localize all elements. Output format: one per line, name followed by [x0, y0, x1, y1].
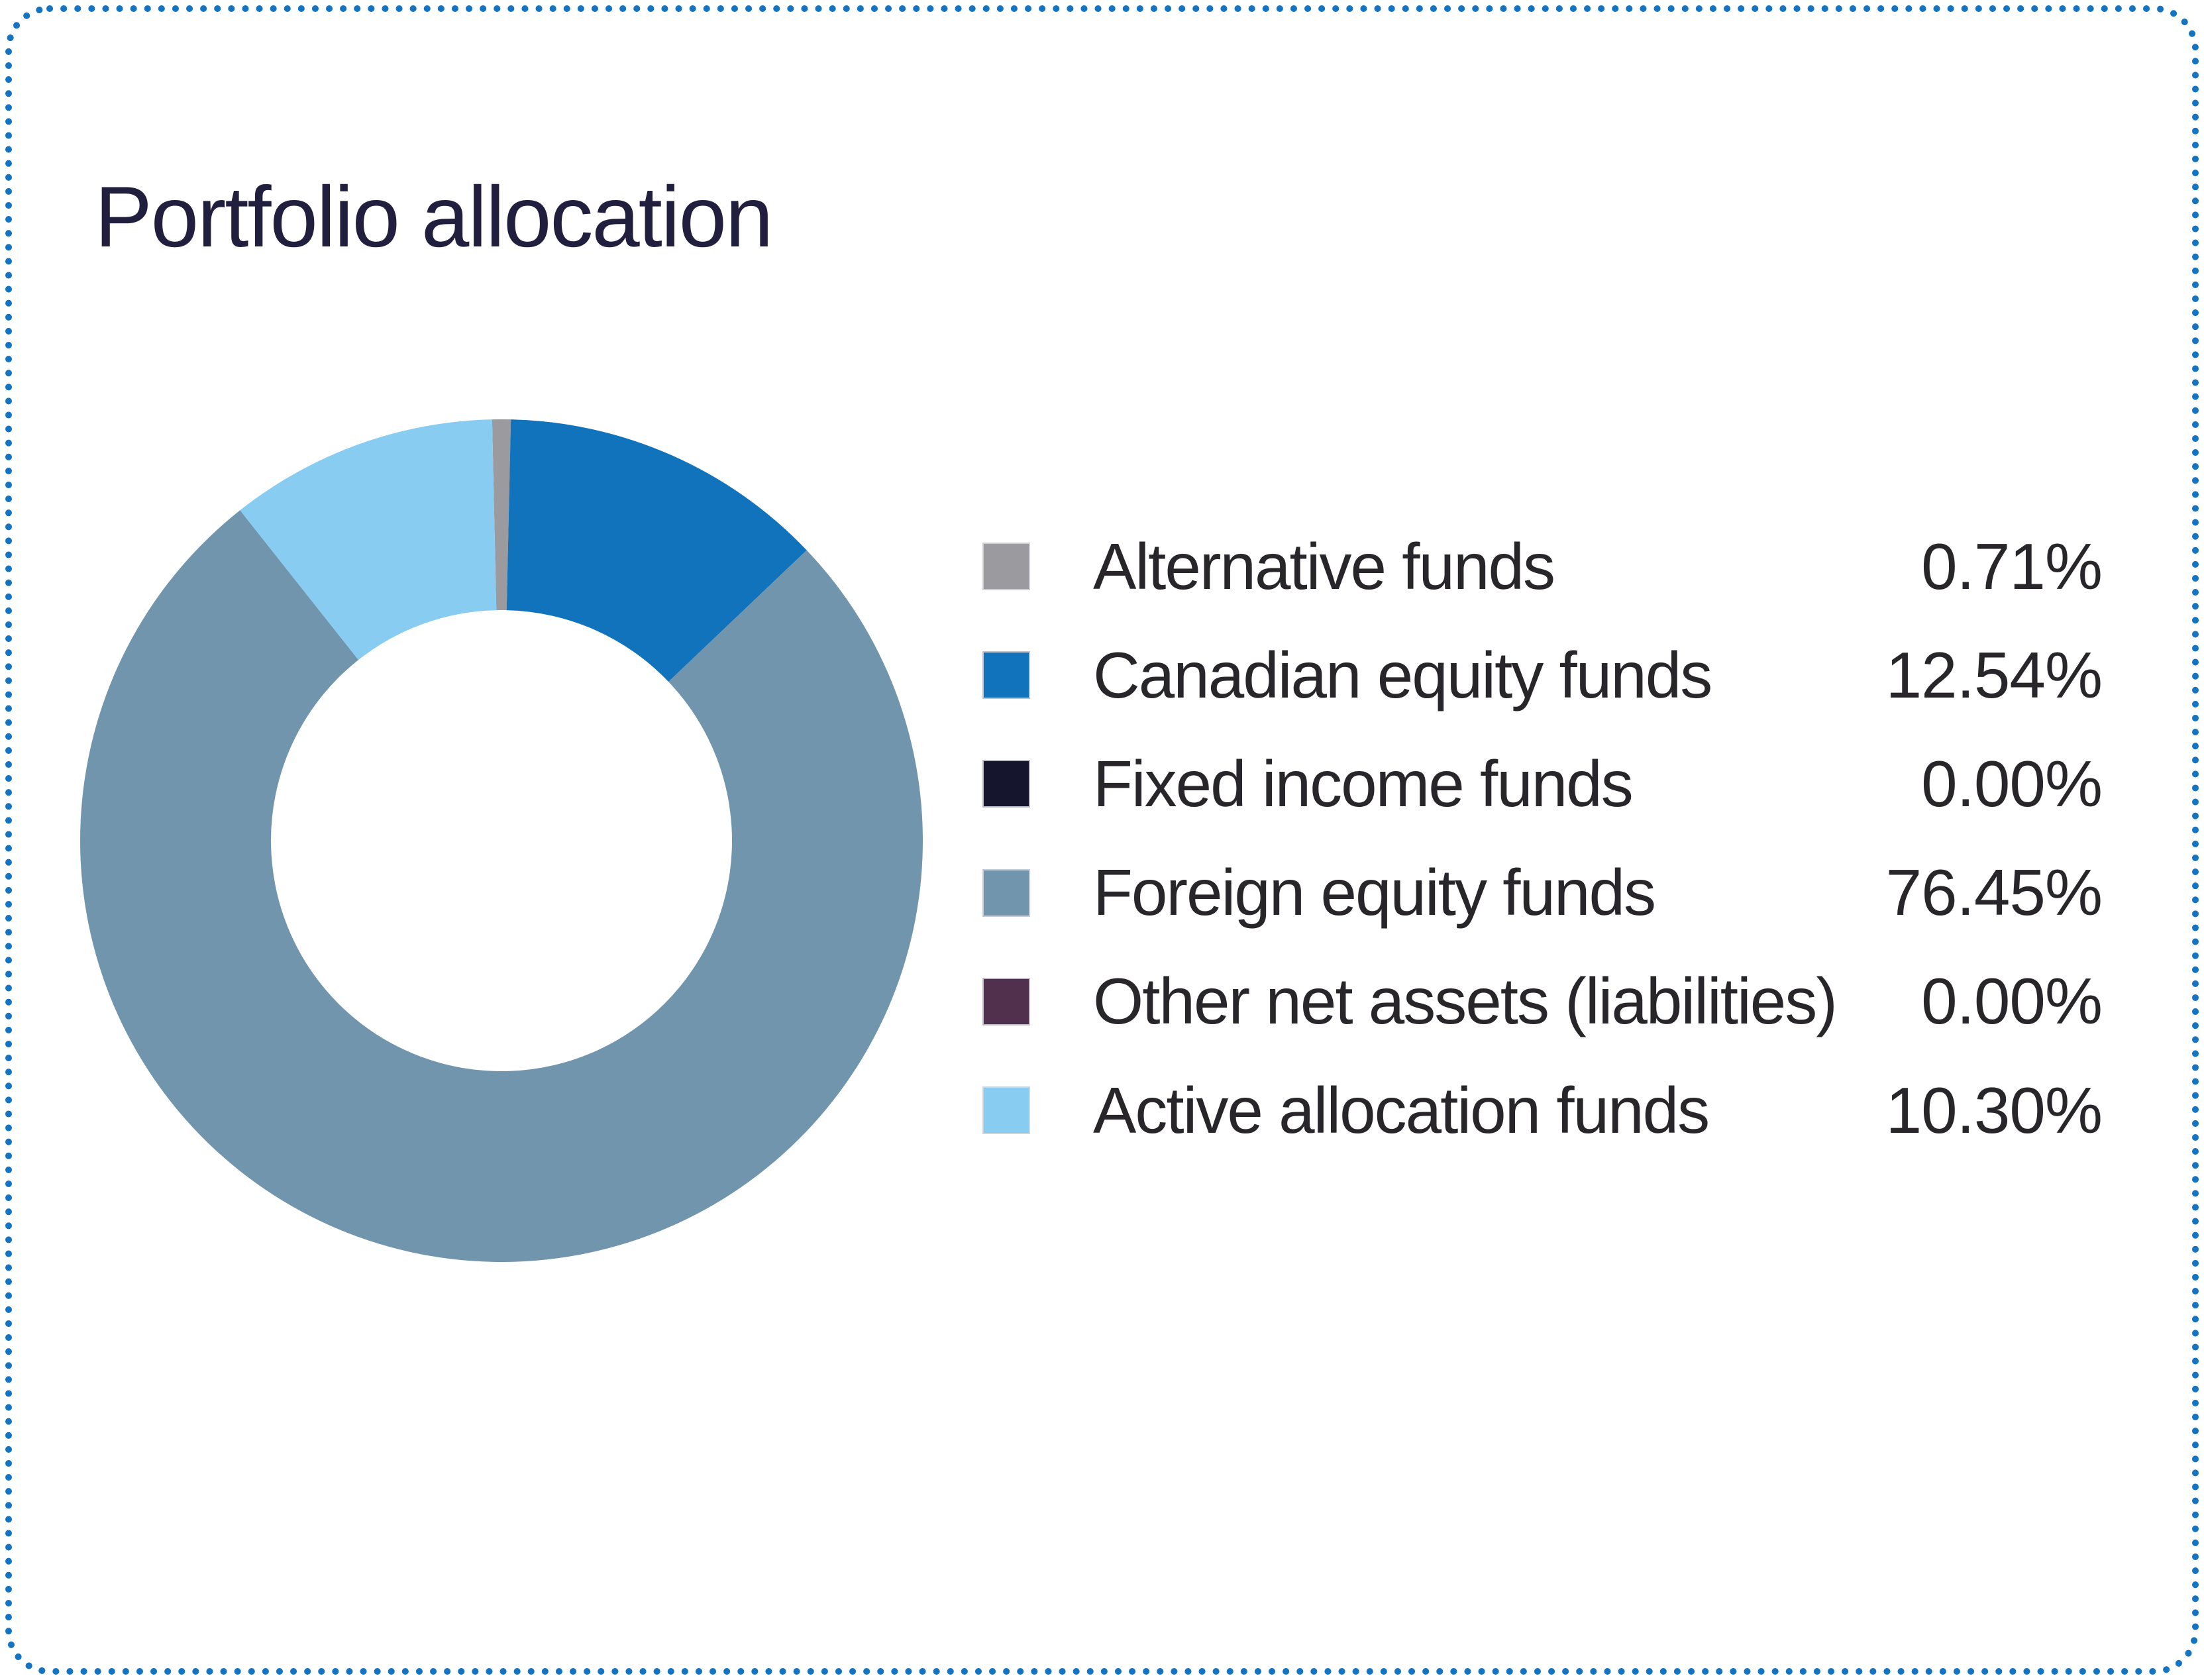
donut-slice-alternative-funds	[492, 419, 511, 611]
legend-value: 12.54%	[1885, 638, 2103, 711]
legend-value: 0.00%	[1921, 965, 2103, 1038]
legend-item: Canadian equity funds 12.54%	[982, 638, 2103, 711]
legend-swatch	[982, 977, 1030, 1025]
legend-swatch	[982, 868, 1030, 917]
legend-label: Fixed income funds	[1093, 747, 1634, 820]
legend-label: Foreign equity funds	[1093, 856, 1656, 929]
donut-slice-foreign-equity-funds	[79, 510, 923, 1263]
legend-item: Alternative funds 0.71%	[982, 529, 2103, 603]
legend-value: 10.30%	[1885, 1073, 2103, 1147]
legend-swatch	[982, 651, 1030, 700]
legend-label: Alternative funds	[1093, 529, 1555, 603]
legend-value: 76.45%	[1885, 856, 2103, 929]
chart-legend: Alternative funds 0.71% Canadian equity …	[982, 529, 2103, 1192]
legend-item: Foreign equity funds 76.45%	[982, 856, 2103, 929]
legend-label: Active allocation funds	[1093, 1073, 1710, 1147]
donut-slice-active-allocation-funds	[240, 419, 497, 660]
legend-value: 0.71%	[1921, 529, 2103, 603]
legend-swatch	[982, 1086, 1030, 1134]
donut-chart	[78, 417, 925, 1265]
chart-title: Portfolio allocation	[95, 168, 773, 265]
legend-item: Fixed income funds 0.00%	[982, 747, 2103, 820]
legend-swatch	[982, 543, 1030, 590]
legend-item: Active allocation funds 10.30%	[982, 1073, 2103, 1147]
legend-swatch	[982, 760, 1030, 808]
legend-item: Other net assets (liabilities) 0.00%	[982, 965, 2103, 1038]
donut-slice-canadian-equity-funds	[506, 419, 807, 682]
legend-label: Other net assets (liabilities)	[1093, 965, 1838, 1038]
legend-label: Canadian equity funds	[1093, 638, 1712, 711]
legend-value: 0.00%	[1921, 747, 2103, 820]
